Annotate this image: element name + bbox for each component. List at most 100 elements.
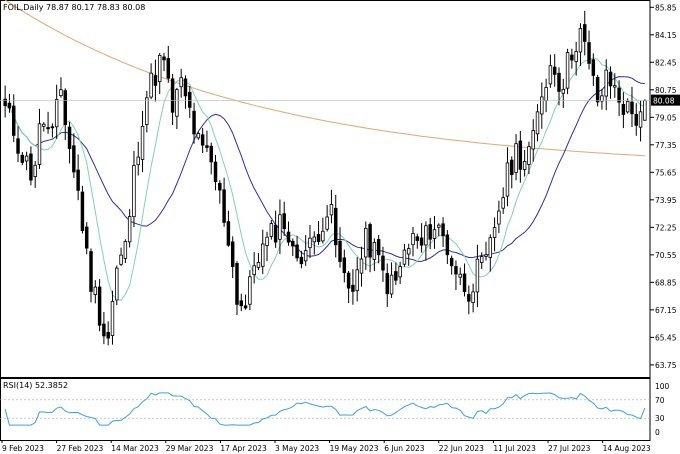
- candle[interactable]: [157, 52, 162, 94]
- candle[interactable]: [59, 77, 63, 98]
- candle[interactable]: [97, 279, 102, 332]
- candle[interactable]: [7, 93, 12, 113]
- candle[interactable]: [643, 99, 647, 121]
- candle[interactable]: [471, 283, 475, 313]
- candle[interactable]: [454, 260, 458, 291]
- candle[interactable]: [578, 23, 583, 66]
- candle[interactable]: [243, 294, 248, 310]
- candle[interactable]: [389, 262, 394, 298]
- candle[interactable]: [338, 227, 342, 268]
- candle[interactable]: [170, 73, 175, 126]
- candle[interactable]: [458, 267, 462, 286]
- candle[interactable]: [368, 222, 372, 273]
- candle[interactable]: [149, 63, 153, 100]
- candle[interactable]: [37, 108, 42, 169]
- candle[interactable]: [475, 244, 480, 308]
- candle[interactable]: [312, 231, 316, 255]
- candle[interactable]: [20, 152, 25, 166]
- candle[interactable]: [183, 75, 188, 109]
- candle[interactable]: [398, 261, 402, 284]
- candle[interactable]: [419, 223, 424, 253]
- candle[interactable]: [617, 80, 621, 116]
- candle[interactable]: [265, 231, 269, 262]
- candle[interactable]: [488, 234, 493, 272]
- candle[interactable]: [303, 235, 308, 266]
- candle[interactable]: [261, 229, 265, 275]
- candle[interactable]: [510, 156, 514, 189]
- candle[interactable]: [132, 150, 136, 228]
- candle[interactable]: [50, 123, 55, 138]
- candle[interactable]: [565, 48, 570, 95]
- candle[interactable]: [67, 121, 72, 164]
- candle[interactable]: [445, 230, 450, 264]
- candle[interactable]: [72, 133, 76, 179]
- candle[interactable]: [230, 236, 235, 278]
- candle[interactable]: [63, 88, 67, 141]
- candle[interactable]: [583, 10, 587, 56]
- candle[interactable]: [497, 200, 501, 234]
- candle[interactable]: [638, 100, 643, 142]
- candle[interactable]: [42, 121, 46, 132]
- candle[interactable]: [248, 270, 252, 310]
- candle[interactable]: [179, 68, 183, 98]
- candle[interactable]: [613, 73, 617, 98]
- candle[interactable]: [355, 257, 359, 302]
- candle[interactable]: [222, 177, 226, 227]
- candle[interactable]: [256, 253, 261, 270]
- candle[interactable]: [278, 199, 282, 255]
- candle[interactable]: [604, 59, 608, 111]
- candle[interactable]: [467, 285, 471, 315]
- candle[interactable]: [505, 147, 510, 207]
- candle[interactable]: [621, 92, 626, 129]
- candle[interactable]: [479, 252, 484, 269]
- candle[interactable]: [273, 210, 278, 248]
- candle[interactable]: [522, 150, 527, 177]
- candle[interactable]: [402, 243, 407, 267]
- candle[interactable]: [548, 54, 553, 88]
- candle[interactable]: [80, 185, 85, 234]
- candle[interactable]: [321, 217, 325, 244]
- candle[interactable]: [484, 241, 488, 261]
- candle[interactable]: [630, 86, 634, 127]
- candle[interactable]: [385, 263, 389, 307]
- candle[interactable]: [372, 238, 377, 272]
- candle[interactable]: [316, 220, 321, 245]
- candle[interactable]: [209, 142, 213, 175]
- candle[interactable]: [514, 134, 518, 181]
- candle[interactable]: [12, 94, 16, 142]
- candle[interactable]: [334, 194, 338, 258]
- candle[interactable]: [175, 87, 179, 130]
- candle[interactable]: [192, 102, 196, 144]
- candle[interactable]: [600, 88, 604, 110]
- candle[interactable]: [557, 67, 561, 106]
- candle[interactable]: [329, 189, 334, 224]
- candle[interactable]: [24, 151, 29, 171]
- candle[interactable]: [213, 154, 218, 191]
- candle[interactable]: [3, 85, 7, 118]
- candle[interactable]: [218, 180, 222, 204]
- candle[interactable]: [119, 247, 123, 266]
- candle[interactable]: [437, 223, 441, 237]
- candle[interactable]: [406, 243, 411, 266]
- candle[interactable]: [127, 209, 132, 248]
- candle[interactable]: [441, 217, 445, 248]
- candle[interactable]: [462, 263, 467, 297]
- candle[interactable]: [449, 255, 454, 275]
- candle[interactable]: [308, 224, 312, 259]
- candle[interactable]: [140, 110, 145, 173]
- candle[interactable]: [153, 59, 158, 102]
- candle[interactable]: [295, 235, 299, 262]
- candle[interactable]: [235, 261, 239, 316]
- candle[interactable]: [342, 249, 347, 283]
- candle[interactable]: [46, 111, 50, 134]
- candle[interactable]: [432, 216, 437, 249]
- candle[interactable]: [84, 222, 89, 255]
- candle[interactable]: [587, 30, 591, 70]
- candle[interactable]: [570, 48, 574, 69]
- candle[interactable]: [286, 221, 291, 246]
- candle[interactable]: [411, 226, 415, 257]
- candle[interactable]: [291, 238, 295, 257]
- candle[interactable]: [394, 262, 398, 285]
- candle[interactable]: [501, 187, 505, 214]
